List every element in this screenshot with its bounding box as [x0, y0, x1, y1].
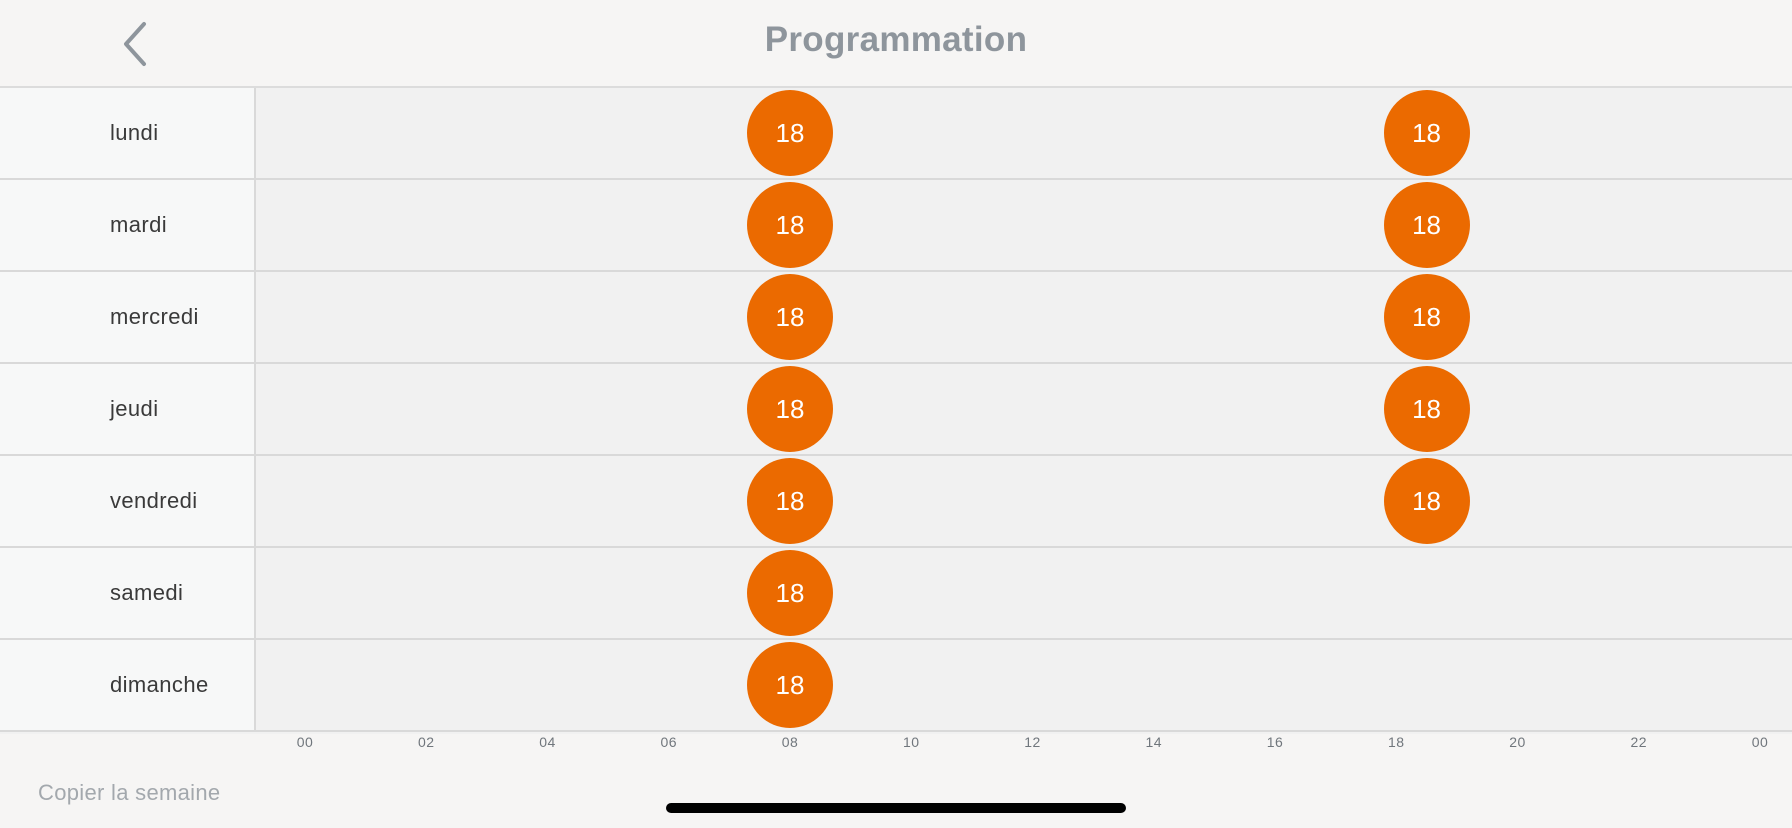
day-row: jeudi 18 18	[0, 364, 1792, 456]
day-label-cell[interactable]: samedi	[0, 548, 256, 638]
axis-tick-label: 22	[1630, 734, 1648, 750]
temperature-setpoint[interactable]: 18	[747, 182, 833, 268]
temperature-setpoint[interactable]: 18	[747, 90, 833, 176]
day-label: samedi	[110, 580, 184, 605]
schedule-grid: lundi 18 18 mardi 18 18 mercredi 18 18 jeudi 18 18 v…	[0, 88, 1792, 734]
axis-tick-label: 14	[1145, 734, 1163, 750]
day-label: mardi	[110, 212, 168, 237]
day-label: lundi	[110, 120, 159, 145]
axis-tick-label: 04	[539, 734, 556, 750]
temperature-setpoint[interactable]: 18	[747, 550, 833, 636]
day-label: jeudi	[110, 396, 159, 421]
day-timeline[interactable]: 18 18	[258, 88, 1792, 178]
day-timeline[interactable]: 18 18	[258, 272, 1792, 362]
temperature-setpoint[interactable]: 18	[747, 642, 833, 728]
day-label: mercredi	[110, 304, 199, 329]
temperature-setpoint[interactable]: 18	[1383, 90, 1470, 176]
day-row: mardi 18 18	[0, 180, 1792, 272]
day-label-cell[interactable]: mardi	[0, 180, 256, 270]
day-label-cell[interactable]: lundi	[0, 88, 256, 178]
time-axis: 00 02 04 06 08 10 12 14 16 18 20 22 00	[0, 734, 1792, 754]
temperature-setpoint[interactable]: 18	[747, 366, 833, 452]
home-indicator	[666, 803, 1126, 813]
day-row: mercredi 18 18	[0, 272, 1792, 364]
axis-tick-label: 00	[1751, 734, 1769, 750]
day-label-cell[interactable]: dimanche	[0, 640, 256, 730]
day-label: vendredi	[110, 488, 198, 513]
chevron-left-icon	[124, 22, 146, 66]
day-row: lundi 18 18	[0, 88, 1792, 180]
axis-tick-label: 02	[417, 734, 435, 750]
day-label-cell[interactable]: mercredi	[0, 272, 256, 362]
axis-tick-label: 10	[902, 734, 920, 750]
axis-tick-label: 18	[1387, 734, 1405, 750]
axis-tick-label: 06	[660, 734, 678, 750]
day-timeline[interactable]: 18 18	[258, 180, 1792, 270]
day-timeline[interactable]: 18 18	[258, 364, 1792, 454]
temperature-setpoint[interactable]: 18	[1383, 366, 1470, 452]
day-row: dimanche 18	[0, 640, 1792, 732]
page-title: Programmation	[764, 20, 1028, 59]
temperature-setpoint[interactable]: 18	[747, 274, 833, 360]
temperature-setpoint[interactable]: 18	[1383, 182, 1470, 268]
temperature-setpoint[interactable]: 18	[747, 458, 833, 544]
axis-tick-label: 20	[1509, 734, 1526, 750]
day-row: vendredi 18 18	[0, 456, 1792, 548]
day-label-cell[interactable]: vendredi	[0, 456, 256, 546]
axis-tick-label: 08	[781, 734, 799, 750]
back-button[interactable]	[112, 18, 160, 70]
day-timeline[interactable]: 18	[258, 548, 1792, 638]
day-label-cell[interactable]: jeudi	[0, 364, 256, 454]
copy-week-button[interactable]: Copier la semaine	[38, 780, 221, 805]
day-timeline[interactable]: 18 18	[258, 456, 1792, 546]
axis-tick-label: 00	[296, 734, 314, 750]
day-label: dimanche	[110, 672, 209, 697]
axis-tick-label: 12	[1024, 734, 1041, 750]
day-timeline[interactable]: 18	[258, 640, 1792, 730]
axis-tick-label: 16	[1266, 734, 1284, 750]
day-row: samedi 18	[0, 548, 1792, 640]
temperature-setpoint[interactable]: 18	[1383, 458, 1470, 544]
header: Programmation	[0, 0, 1792, 88]
temperature-setpoint[interactable]: 18	[1383, 274, 1470, 360]
